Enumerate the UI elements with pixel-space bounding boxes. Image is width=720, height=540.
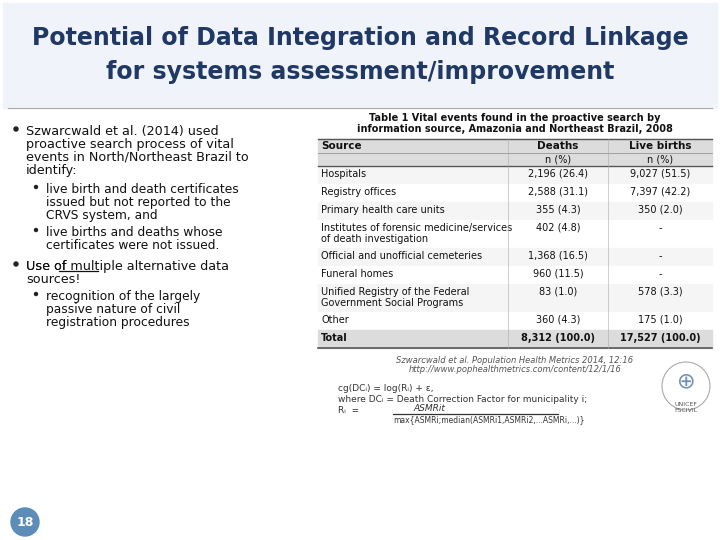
Text: Deaths: Deaths: [537, 141, 579, 151]
Circle shape: [11, 508, 39, 536]
Text: CRVS system, and: CRVS system, and: [46, 209, 158, 222]
Text: 17,527 (100.0): 17,527 (100.0): [620, 333, 701, 343]
Text: registration procedures: registration procedures: [46, 316, 189, 329]
Text: Source: Source: [321, 141, 361, 151]
Text: Registry offices: Registry offices: [321, 187, 396, 197]
Text: 18: 18: [17, 516, 34, 529]
Text: 1,368 (16.5): 1,368 (16.5): [528, 251, 588, 261]
Bar: [318, 284, 712, 312]
Text: max{ASMRi;median(ASMRi1,ASMRi2,...ASMRi,...)}: max{ASMRi;median(ASMRi1,ASMRi2,...ASMRi,…: [393, 415, 585, 424]
Text: Primary health care units: Primary health care units: [321, 205, 445, 215]
Text: of death investigation: of death investigation: [321, 234, 428, 244]
Bar: [318, 312, 712, 330]
Text: certificates were not issued.: certificates were not issued.: [46, 239, 220, 252]
Bar: [318, 184, 712, 202]
Bar: [318, 220, 712, 248]
Text: cg(DCᵢ) = log(Rᵢ) + ε,: cg(DCᵢ) = log(Rᵢ) + ε,: [338, 384, 433, 393]
Text: Szwarcwald et al. (2014) used: Szwarcwald et al. (2014) used: [26, 125, 219, 138]
Text: Table 1 Vital events found in the proactive search by: Table 1 Vital events found in the proact…: [369, 113, 661, 123]
Text: Szwarcwald et al. Population Health Metrics 2014, 12:16: Szwarcwald et al. Population Health Metr…: [397, 356, 634, 365]
Text: Total: Total: [321, 333, 348, 343]
Text: 7,397 (42.2): 7,397 (42.2): [630, 187, 690, 197]
Text: recognition of the largely: recognition of the largely: [46, 290, 200, 303]
Text: 83 (1.0): 83 (1.0): [539, 287, 577, 297]
Text: 355 (4.3): 355 (4.3): [536, 205, 580, 215]
Text: Live births: Live births: [629, 141, 691, 151]
Text: 360 (4.3): 360 (4.3): [536, 315, 580, 325]
Text: 402 (4.8): 402 (4.8): [536, 223, 580, 233]
Bar: [3, 3, 717, 108]
Text: Hospitals: Hospitals: [321, 169, 366, 179]
Text: Official and unofficial cemeteries: Official and unofficial cemeteries: [321, 251, 482, 261]
Text: 8,312 (100.0): 8,312 (100.0): [521, 333, 595, 343]
Text: Unified Registry of the Federal: Unified Registry of the Federal: [321, 287, 469, 297]
Bar: [318, 166, 712, 184]
Text: Institutes of forensic medicine/services: Institutes of forensic medicine/services: [321, 223, 512, 233]
Text: 175 (1.0): 175 (1.0): [638, 315, 683, 325]
Bar: [318, 139, 712, 166]
Text: sources!: sources!: [26, 273, 81, 286]
Text: events in North/Northeast Brazil to: events in North/Northeast Brazil to: [26, 151, 248, 164]
Text: 960 (11.5): 960 (11.5): [533, 269, 583, 279]
Text: Use of: Use of: [26, 260, 71, 273]
Circle shape: [14, 262, 18, 266]
Text: FSCIVIL: FSCIVIL: [675, 408, 698, 413]
Text: -: -: [658, 251, 662, 261]
Text: -: -: [658, 223, 662, 233]
Text: ⊕: ⊕: [677, 371, 696, 391]
Text: 350 (2.0): 350 (2.0): [638, 205, 683, 215]
Text: n (%): n (%): [647, 154, 673, 164]
Text: information source, Amazonia and Northeast Brazil, 2008: information source, Amazonia and Northea…: [357, 124, 673, 134]
Circle shape: [14, 127, 18, 131]
Text: live birth and death certificates: live birth and death certificates: [46, 183, 239, 196]
Text: proactive search process of vital: proactive search process of vital: [26, 138, 234, 151]
Text: http://www.pophealthmetrics.com/content/12/1/16: http://www.pophealthmetrics.com/content/…: [408, 365, 621, 374]
Text: passive nature of civil: passive nature of civil: [46, 303, 180, 316]
Text: where DCᵢ = Death Correction Factor for municipality i;: where DCᵢ = Death Correction Factor for …: [338, 395, 587, 404]
Text: for systems assessment/improvement: for systems assessment/improvement: [106, 60, 614, 84]
Text: 2,196 (26.4): 2,196 (26.4): [528, 169, 588, 179]
Text: 2,588 (31.1): 2,588 (31.1): [528, 187, 588, 197]
Bar: [318, 266, 712, 284]
Circle shape: [35, 186, 37, 188]
Text: Government Social Programs: Government Social Programs: [321, 298, 463, 308]
Text: issued but not reported to the: issued but not reported to the: [46, 196, 230, 209]
Text: Use of multiple alternative data: Use of multiple alternative data: [26, 260, 229, 273]
Text: Funeral homes: Funeral homes: [321, 269, 393, 279]
Text: 578 (3.3): 578 (3.3): [638, 287, 683, 297]
Bar: [318, 330, 712, 348]
Bar: [318, 202, 712, 220]
Text: -: -: [658, 269, 662, 279]
Text: Potential of Data Integration and Record Linkage: Potential of Data Integration and Record…: [32, 26, 688, 50]
Text: n (%): n (%): [545, 154, 571, 164]
Text: ASMRit: ASMRit: [413, 404, 445, 413]
Circle shape: [35, 293, 37, 295]
Text: Rᵢ  =: Rᵢ =: [338, 406, 359, 415]
Text: identify:: identify:: [26, 164, 78, 177]
Text: UNICEF: UNICEF: [675, 402, 698, 407]
Circle shape: [35, 228, 37, 232]
Text: live births and deaths whose: live births and deaths whose: [46, 226, 222, 239]
Bar: [318, 248, 712, 266]
Text: 9,027 (51.5): 9,027 (51.5): [630, 169, 690, 179]
Text: Other: Other: [321, 315, 348, 325]
